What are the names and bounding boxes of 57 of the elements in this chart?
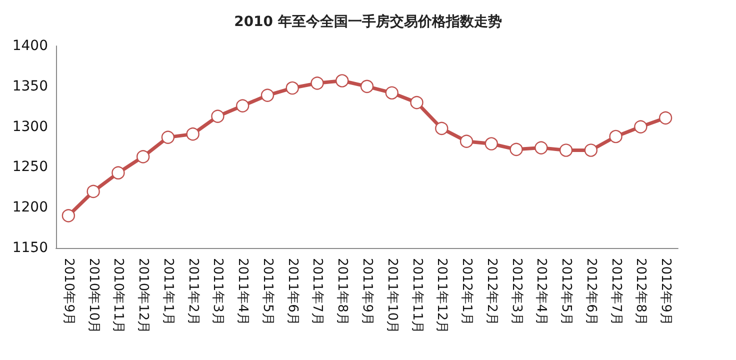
chart-title: 2010 年至今全国一手房交易价格指数走势 — [234, 13, 502, 30]
x-tick-label: 2011年8月 — [334, 258, 350, 326]
x-tick-label: 2012年2月 — [484, 258, 499, 326]
x-tick-label: 2011年4月 — [235, 258, 250, 326]
point — [211, 110, 224, 123]
point — [559, 144, 573, 157]
point — [534, 141, 548, 154]
x-tick-label: 2010年11月 — [110, 258, 126, 334]
x-tick-label: 2011年3月 — [210, 258, 226, 326]
y-tick-label: 1200 — [12, 200, 48, 216]
point — [236, 99, 250, 112]
point — [310, 76, 324, 90]
y-tick-label: 1150 — [12, 240, 48, 256]
point — [658, 111, 672, 125]
point — [385, 86, 398, 100]
point — [460, 134, 474, 148]
point — [634, 120, 648, 134]
x-tick-label: 2011年5月 — [260, 258, 275, 326]
point — [484, 137, 498, 150]
y-tick-label: 1300 — [12, 118, 48, 135]
x-tick-label: 2010年10月 — [86, 258, 101, 334]
x-tick-label: 2012年3月 — [508, 258, 524, 326]
point — [161, 130, 175, 144]
point — [336, 74, 349, 88]
point — [286, 81, 299, 95]
x-tick-label: 2012年5月 — [558, 258, 574, 326]
point — [360, 80, 374, 93]
point — [136, 150, 150, 164]
point — [186, 127, 200, 141]
x-tick-label: 2011年9月 — [360, 258, 374, 326]
y-tick-label: 1250 — [12, 159, 48, 176]
y-tick-label: 1350 — [12, 78, 48, 94]
x-tick-label: 2011年10月 — [384, 258, 400, 334]
y-tick-label: 1400 — [12, 38, 48, 54]
point — [584, 144, 598, 157]
point — [62, 209, 76, 222]
point — [260, 88, 274, 102]
x-tick-label: 2012年6月 — [583, 258, 598, 326]
point — [410, 96, 424, 110]
x-tick-label: 2012年9月 — [658, 258, 674, 326]
x-tick-label: 2011年6月 — [284, 258, 300, 326]
x-tick-label: 2011年7月 — [310, 258, 325, 326]
point — [510, 142, 523, 156]
x-tick-label: 2011年1月 — [160, 258, 176, 326]
point — [435, 122, 448, 136]
x-tick-label: 2012年4月 — [534, 258, 549, 326]
point — [609, 130, 622, 144]
x-tick-label: 2012年1月 — [459, 258, 474, 326]
x-tick-label: 2012年7月 — [608, 258, 624, 326]
x-tick-label: 2010年9月 — [60, 258, 76, 326]
x-tick-label: 2011年11月 — [409, 258, 424, 334]
x-tick-label: 2010年12月 — [136, 258, 151, 334]
x-tick-label: 2011年2月 — [185, 258, 200, 326]
x-tick-label: 2011年12月 — [434, 258, 450, 334]
point — [86, 184, 100, 198]
x-tick-label: 2012年8月 — [633, 258, 648, 326]
point — [112, 166, 125, 180]
